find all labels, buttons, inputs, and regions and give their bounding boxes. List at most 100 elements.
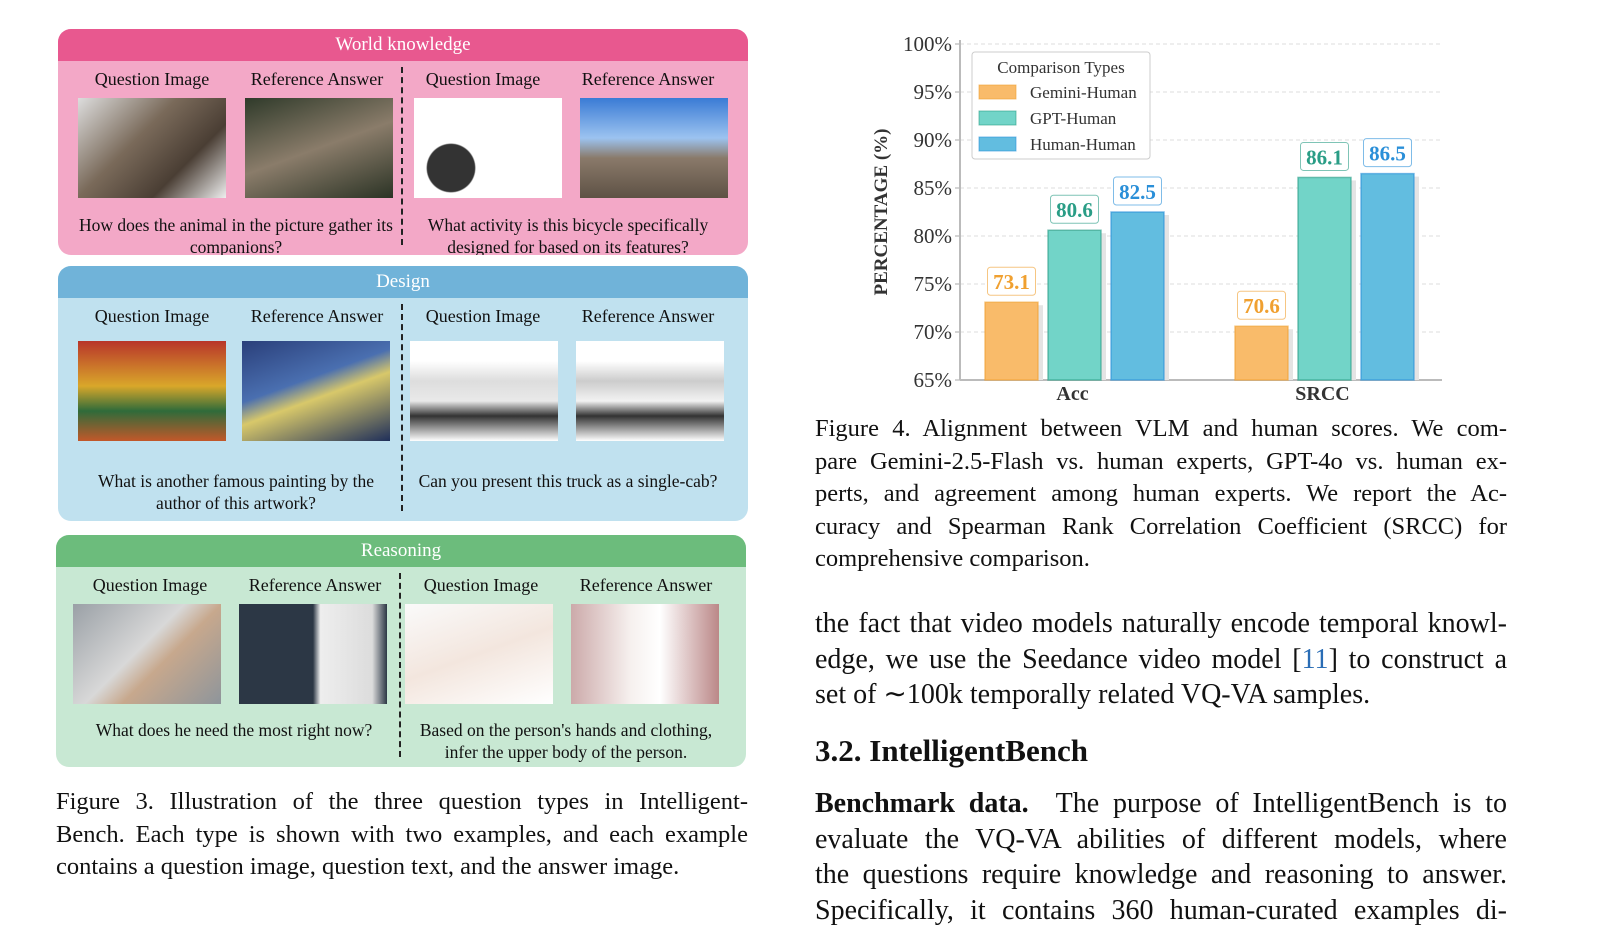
panel-design: Design Question Image Reference Answer Ques…	[58, 266, 748, 521]
double-cab-truck-image	[410, 341, 558, 441]
dashed-divider	[399, 573, 401, 757]
question-text: How does the animal in the picture gathe…	[79, 215, 393, 255]
data-label-box	[1300, 141, 1349, 171]
column-label: Question Image	[94, 69, 210, 89]
section-heading: 3.2. IntelligentBench	[815, 733, 1088, 768]
single-cab-truck-image	[576, 341, 724, 441]
column-label: Question Image	[425, 306, 541, 326]
howling-wolf-image	[245, 98, 393, 198]
text-line: the questions require knowledge and reas…	[815, 859, 1507, 890]
y-tick-label: 75%	[914, 272, 953, 296]
body-paragraph: the fact that video models naturally enc…	[815, 606, 1507, 713]
figure4-caption: Figure 4. Alignment between VLM and huma…	[815, 413, 1507, 576]
data-label: 73.1	[993, 270, 1030, 294]
question-text: Based on the person's hands and clothing…	[419, 720, 713, 762]
bar-gpt-human-acc	[1047, 229, 1102, 381]
data-label: 86.5	[1369, 142, 1406, 166]
body-paragraph: Benchmark data. The purpose of Intellige…	[815, 786, 1507, 931]
text: The purpose of IntelligentBench is to	[1055, 788, 1507, 819]
text: edge, we use the Seedance video model [	[815, 643, 1302, 675]
legend-label: GPT-Human	[1030, 109, 1117, 128]
panel-header: Design	[58, 266, 748, 298]
text-line: edge, we use the Seedance video model [1…	[815, 642, 1507, 678]
legend	[971, 51, 1151, 160]
figure3-caption: Figure 3. Illustration of the three ques…	[56, 786, 748, 884]
text-line: Benchmark data. The purpose of Intellige…	[815, 786, 1507, 822]
bar-gpt-human-srcc	[1297, 176, 1352, 381]
y-tick-label: 70%	[914, 320, 953, 344]
caption-line: Bench. Each type is shown with two examp…	[56, 820, 748, 848]
column-label: Reference Answer	[581, 306, 715, 326]
bar-gemini-human-srcc	[1234, 325, 1289, 381]
caption-line: Figure 3. Illustration of the three ques…	[56, 788, 748, 815]
column-label: Reference Answer	[250, 69, 384, 89]
caption-line: contains a question image, question text…	[56, 853, 680, 880]
column-label: Question Image	[423, 575, 539, 595]
y-tick-label: 90%	[914, 128, 953, 152]
data-label-box	[1113, 176, 1162, 206]
bike-riding-image	[580, 98, 728, 198]
question-text: What is another famous painting by the a…	[97, 471, 375, 513]
data-label: 82.5	[1119, 180, 1156, 204]
text-line: Specifically, it contains 360 human-cura…	[815, 894, 1507, 926]
question-text: What activity is this bicycle specifical…	[427, 215, 709, 255]
legend-label: Gemini-Human	[1030, 83, 1137, 102]
legend-label: Human-Human	[1030, 135, 1136, 154]
night-cafe-painting-image	[78, 341, 226, 441]
data-label: 80.6	[1056, 198, 1093, 222]
question-text: Can you present this truck as a single-c…	[418, 471, 718, 491]
bride-image	[571, 604, 719, 704]
panel-header: World knowledge	[58, 29, 748, 61]
column-label: Question Image	[425, 69, 541, 89]
question-text: What does he need the most right now?	[95, 720, 373, 740]
dashed-divider	[401, 304, 403, 511]
text-line: the fact that video models naturally enc…	[815, 608, 1507, 639]
y-axis-label: PERCENTAGE (%)	[871, 129, 892, 296]
toilet-paper-roll-image	[73, 604, 221, 704]
x-tick-label: Acc	[1056, 383, 1088, 405]
caption-line: perts, and agreement among human experts…	[815, 480, 1507, 507]
legend-swatch	[978, 84, 1017, 100]
text-line: evaluate the VQ-VA abilities of differen…	[815, 823, 1507, 855]
x-tick-label: SRCC	[1295, 383, 1349, 405]
data-label-box	[1237, 290, 1286, 320]
y-tick-label: 85%	[914, 176, 953, 200]
caption-line: pare Gemini-2.5-Flash vs. human experts,…	[815, 447, 1507, 475]
paragraph-run-in-heading: Benchmark data.	[815, 788, 1029, 819]
data-label: 86.1	[1306, 145, 1343, 169]
caption-line: comprehensive comparison.	[815, 545, 1090, 572]
bar-chart: 65% 70% 75% 80% 85% 90% 95% 100% PERCENTAGE (%) A…	[871, 32, 1442, 405]
toilet-paper-rolls-image	[239, 604, 387, 704]
column-label: Question Image	[92, 575, 208, 595]
y-tick-label: 95%	[914, 80, 953, 104]
panel-reasoning: Reasoning Question Image Reference Answer Q…	[56, 535, 746, 767]
panel-header: Reasoning	[56, 535, 746, 567]
data-label-box	[987, 266, 1036, 296]
text-line: set of ∼100k temporally related VQ-VA sa…	[815, 679, 1371, 710]
panel-world-knowledge: World knowledge Question Image Reference A…	[58, 29, 748, 255]
column-label: Reference Answer	[579, 575, 713, 595]
hands-image	[405, 604, 553, 704]
legend-swatch	[978, 110, 1017, 126]
legend-title: Comparison Types	[997, 58, 1124, 77]
column-label: Reference Answer	[248, 575, 382, 595]
bar-gemini-human-acc	[984, 301, 1039, 381]
y-tick-label: 100%	[903, 32, 952, 56]
caption-line: Figure 4. Alignment between VLM and huma…	[815, 415, 1507, 442]
citation-link[interactable]: 11	[1301, 643, 1329, 675]
y-tick-label: 65%	[914, 368, 953, 392]
legend-swatch	[978, 136, 1017, 152]
column-label: Question Image	[94, 306, 210, 326]
data-label: 70.6	[1243, 294, 1280, 318]
data-label-box	[1050, 194, 1099, 224]
column-label: Reference Answer	[250, 306, 384, 326]
data-label-box	[1363, 138, 1412, 168]
wolf-image	[78, 98, 226, 198]
text: ] to construct a	[1328, 643, 1508, 675]
dashed-divider	[401, 67, 403, 245]
mountain-bike-image	[414, 98, 562, 198]
column-label: Reference Answer	[581, 69, 715, 89]
bar-human-human-acc	[1110, 211, 1165, 381]
y-tick-label: 80%	[914, 224, 953, 248]
bar-human-human-srcc	[1360, 172, 1415, 381]
